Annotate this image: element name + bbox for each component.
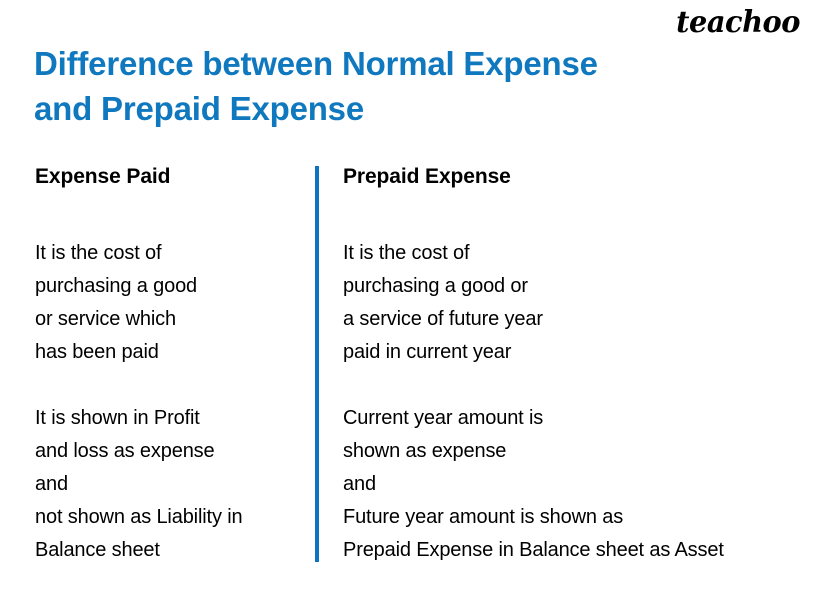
column-expense-paid: Expense Paid It is the cost of purchasin… (35, 164, 307, 567)
column-heading-expense-paid: Expense Paid (35, 165, 171, 188)
column-heading-prepaid-expense: Prepaid Expense (343, 165, 511, 188)
column-prepaid-expense-block-1: It is the cost of purchasing a good or a… (343, 242, 543, 363)
column-expense-paid-block-2: It is shown in Profit and loss as expens… (35, 407, 243, 561)
column-expense-paid-block-1: It is the cost of purchasing a good or s… (35, 242, 198, 363)
teachoo-logo: teachoo (676, 5, 800, 40)
page-title: Difference between Normal Expense and Pr… (34, 45, 598, 127)
column-divider (315, 166, 319, 562)
column-prepaid-expense: Prepaid Expense It is the cost of purcha… (343, 164, 805, 567)
column-prepaid-expense-block-2: Current year amount is shown as expense … (343, 407, 724, 561)
